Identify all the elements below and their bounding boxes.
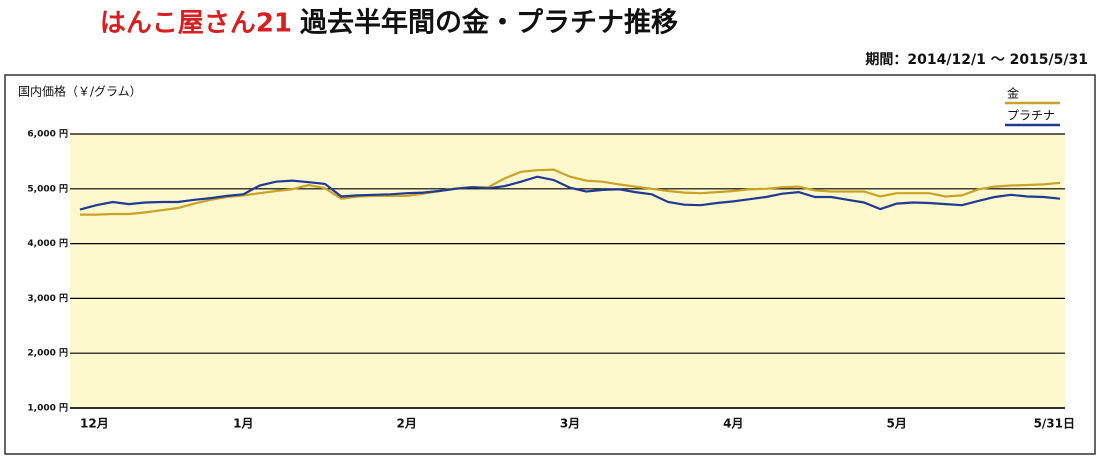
logo: はんこ屋さん21 <box>100 9 292 39</box>
legend-label: プラチナ <box>1007 109 1055 123</box>
frame <box>4 74 1096 455</box>
y-axis-label: 国内価格（￥/グラム） <box>18 84 142 99</box>
subtitle: 期間：2014/12/1 〜 2015/5/31 <box>865 52 1088 68</box>
plot-area <box>70 134 1065 408</box>
y-tick-label: 4,000 円 <box>27 238 68 249</box>
y-tick-label: 2,000 円 <box>27 348 68 359</box>
y-tick-label: 5,000 円 <box>27 183 68 194</box>
x-tick-label: 2月 <box>396 417 416 431</box>
x-tick-label: 4月 <box>723 417 743 431</box>
x-tick-label: 5/31日 <box>1034 417 1075 431</box>
y-tick-label: 1,000 円 <box>27 403 68 414</box>
line-series <box>79 175 1061 211</box>
y-tick-label: 6,000 円 <box>27 129 68 140</box>
x-tick-label: 5月 <box>886 417 906 431</box>
x-tick-label: 12月 <box>80 417 109 431</box>
y-tick-label: 3,000 円 <box>27 293 68 304</box>
legend-label: 金 <box>1007 86 1019 101</box>
x-tick-label: 1月 <box>233 417 253 431</box>
x-tick-label: 3月 <box>560 417 580 431</box>
chart-title: 過去半年間の金・プラチナ推移 <box>300 7 678 39</box>
